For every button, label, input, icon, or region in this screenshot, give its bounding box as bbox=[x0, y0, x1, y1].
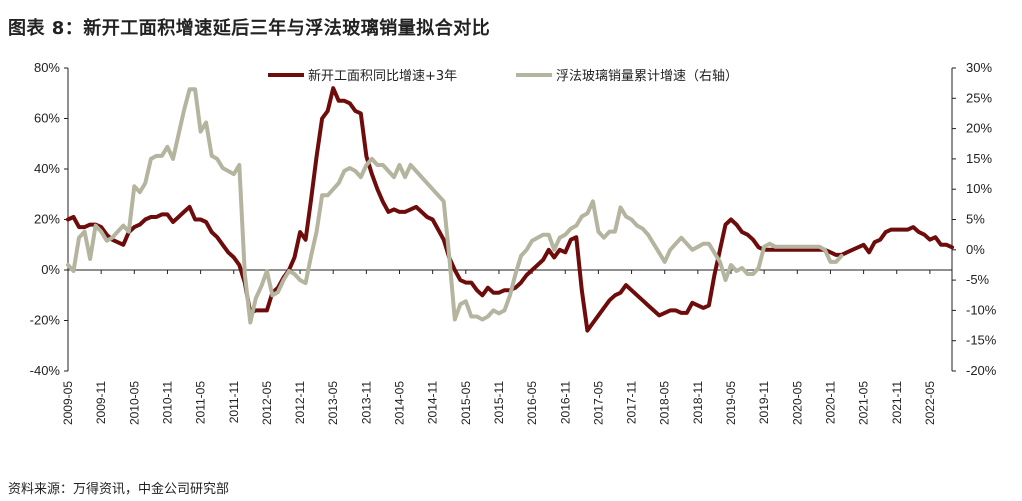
left-tick-label: -40% bbox=[30, 363, 61, 378]
x-tick-label: 2010-05 bbox=[127, 381, 141, 425]
right-tick-label: 25% bbox=[966, 90, 992, 105]
x-tick-label: 2022-05 bbox=[923, 381, 937, 425]
left-tick-label: 20% bbox=[34, 212, 60, 227]
right-tick-label: 15% bbox=[966, 151, 992, 166]
x-tick-label: 2014-11 bbox=[426, 381, 440, 424]
x-tick-label: 2015-05 bbox=[459, 381, 473, 425]
legend: 新开工面积同比增速+3年 浮法玻璃销量累计增速（右轴） bbox=[268, 68, 738, 84]
right-tick-label: -5% bbox=[966, 272, 990, 287]
right-tick-label: 20% bbox=[966, 121, 992, 136]
x-tick-label: 2009-11 bbox=[94, 381, 108, 424]
x-tick-label: 2018-05 bbox=[658, 381, 672, 425]
x-tick-label: 2020-05 bbox=[790, 381, 804, 425]
left-tick-label: 80% bbox=[34, 60, 60, 75]
right-tick-label: 5% bbox=[966, 212, 985, 227]
right-tick-label: -20% bbox=[966, 363, 997, 378]
source-note: 资料来源：万得资讯，中金公司研究部 bbox=[8, 482, 230, 497]
x-tick-label: 2013-11 bbox=[359, 381, 373, 424]
chart-title: 图表 8：新开工面积增速延后三年与浮法玻璃销量拟合对比 bbox=[8, 18, 491, 39]
right-tick-label: 30% bbox=[966, 60, 992, 75]
x-tick-label: 2010-11 bbox=[160, 381, 174, 424]
x-tick-label: 2019-05 bbox=[724, 381, 738, 425]
right-tick-label: -15% bbox=[966, 333, 997, 348]
series-lines bbox=[66, 86, 954, 333]
x-tick-label: 2021-11 bbox=[890, 381, 904, 424]
x-tick-label: 2012-11 bbox=[293, 381, 307, 424]
x-tick-label: 2015-11 bbox=[492, 381, 506, 424]
x-tick-label: 2020-11 bbox=[823, 381, 837, 424]
x-tick-label: 2014-05 bbox=[393, 381, 407, 425]
axes: 80% 60% 40% 20% 0% -20% -40% 30% 25% 20% 15% 10% 5% 0… bbox=[30, 60, 997, 425]
right-tick-label: 0% bbox=[966, 242, 985, 257]
left-tick-label: 40% bbox=[34, 161, 60, 176]
x-tick-label: 2012-05 bbox=[260, 381, 274, 425]
right-tick-label: 10% bbox=[966, 181, 992, 196]
legend-label-1: 新开工面积同比增速+3年 bbox=[308, 68, 457, 84]
x-tick-label: 2018-11 bbox=[691, 381, 705, 424]
x-tick-label: 2011-11 bbox=[227, 381, 241, 424]
left-tick-label: -20% bbox=[30, 313, 61, 328]
x-tick-label: 2016-05 bbox=[525, 381, 539, 425]
chart: 80% 60% 40% 20% 0% -20% -40% 30% 25% 20% 15% 10% 5% 0… bbox=[30, 60, 997, 425]
x-tick-label: 2017-05 bbox=[591, 381, 605, 425]
x-tick-label: 2009-05 bbox=[61, 381, 75, 425]
series-line-2 bbox=[66, 87, 844, 325]
legend-label-2: 浮法玻璃销量累计增速（右轴） bbox=[556, 69, 738, 84]
x-tick-label: 2019-11 bbox=[757, 381, 771, 424]
x-tick-label: 2017-11 bbox=[625, 381, 639, 424]
left-tick-label: 0% bbox=[41, 262, 60, 277]
x-tick-label: 2016-11 bbox=[558, 381, 572, 424]
x-tick-label: 2013-05 bbox=[326, 381, 340, 425]
x-tick-label: 2021-05 bbox=[857, 381, 871, 425]
x-tick-label: 2011-05 bbox=[194, 381, 208, 424]
right-tick-label: -10% bbox=[966, 302, 997, 317]
left-tick-label: 60% bbox=[34, 111, 60, 126]
